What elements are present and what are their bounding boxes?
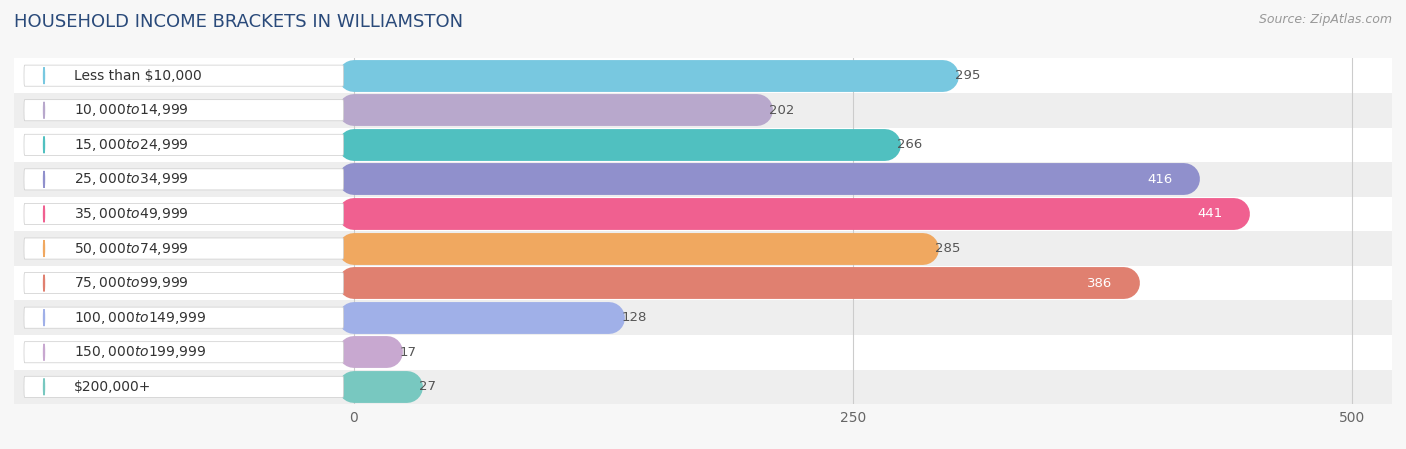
FancyBboxPatch shape — [24, 203, 343, 224]
Text: 17: 17 — [399, 346, 416, 359]
Bar — [353, 169, 1184, 190]
FancyBboxPatch shape — [24, 169, 343, 190]
Bar — [14, 300, 1392, 335]
FancyBboxPatch shape — [24, 376, 343, 397]
Bar — [14, 93, 1392, 128]
Text: $100,000 to $149,999: $100,000 to $149,999 — [75, 310, 207, 326]
Text: 441: 441 — [1197, 207, 1222, 220]
Bar — [353, 273, 1125, 294]
Text: 285: 285 — [935, 242, 960, 255]
Bar — [14, 197, 1392, 231]
Text: 416: 416 — [1147, 173, 1173, 186]
FancyBboxPatch shape — [24, 100, 343, 121]
FancyBboxPatch shape — [24, 307, 343, 328]
Text: 295: 295 — [955, 69, 980, 82]
Text: 386: 386 — [1087, 277, 1112, 290]
Text: Source: ZipAtlas.com: Source: ZipAtlas.com — [1258, 13, 1392, 26]
Text: $15,000 to $24,999: $15,000 to $24,999 — [75, 137, 188, 153]
Bar — [14, 266, 1392, 300]
Text: 266: 266 — [897, 138, 922, 151]
Text: $75,000 to $99,999: $75,000 to $99,999 — [75, 275, 188, 291]
Bar — [353, 342, 388, 363]
Bar — [353, 376, 408, 397]
Bar — [14, 162, 1392, 197]
Text: HOUSEHOLD INCOME BRACKETS IN WILLIAMSTON: HOUSEHOLD INCOME BRACKETS IN WILLIAMSTON — [14, 13, 463, 31]
Text: Less than $10,000: Less than $10,000 — [75, 69, 201, 83]
Text: 128: 128 — [621, 311, 647, 324]
Bar — [14, 370, 1392, 404]
Text: $10,000 to $14,999: $10,000 to $14,999 — [75, 102, 188, 118]
Bar — [353, 134, 884, 155]
FancyBboxPatch shape — [24, 238, 343, 259]
FancyBboxPatch shape — [24, 65, 343, 86]
FancyBboxPatch shape — [24, 342, 343, 363]
Text: 27: 27 — [419, 380, 436, 393]
Text: $50,000 to $74,999: $50,000 to $74,999 — [75, 241, 188, 256]
Bar — [14, 231, 1392, 266]
Text: $200,000+: $200,000+ — [75, 380, 152, 394]
FancyBboxPatch shape — [24, 273, 343, 294]
Bar — [14, 128, 1392, 162]
Text: $150,000 to $199,999: $150,000 to $199,999 — [75, 344, 207, 360]
Bar — [14, 335, 1392, 370]
Bar — [353, 238, 922, 259]
Text: 202: 202 — [769, 104, 794, 117]
Bar — [14, 58, 1392, 93]
Bar — [353, 203, 1234, 224]
FancyBboxPatch shape — [24, 134, 343, 155]
Bar — [353, 65, 942, 86]
Text: $35,000 to $49,999: $35,000 to $49,999 — [75, 206, 188, 222]
Bar — [353, 100, 756, 121]
Text: $25,000 to $34,999: $25,000 to $34,999 — [75, 172, 188, 187]
Bar — [353, 307, 609, 328]
